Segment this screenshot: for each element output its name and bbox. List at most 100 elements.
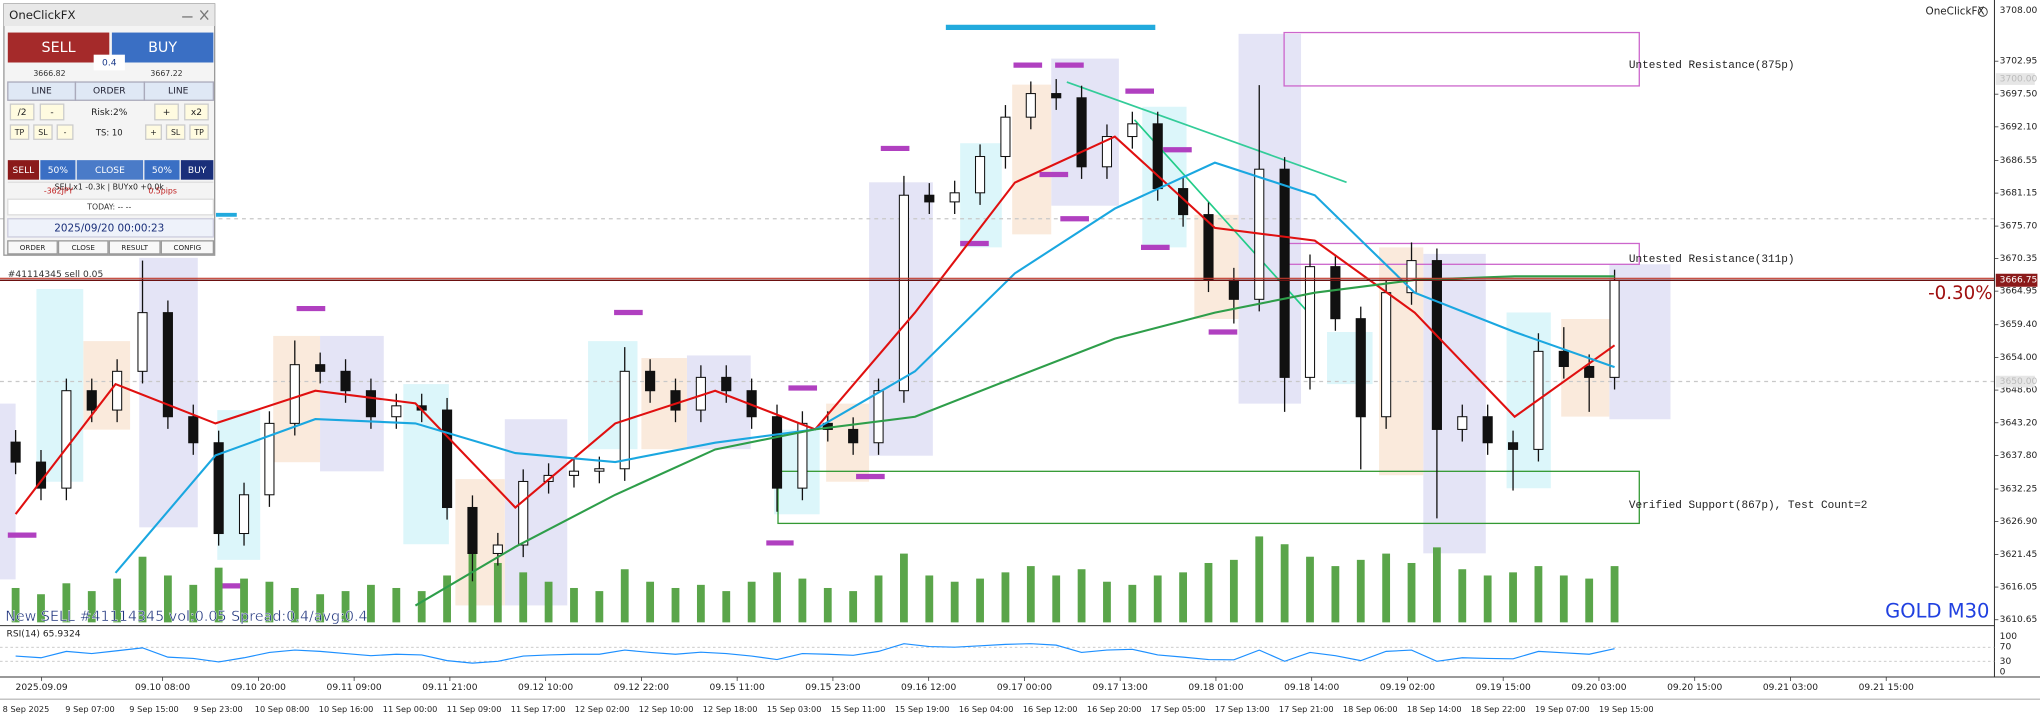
candle-body (518, 480, 529, 546)
candle-body (340, 370, 351, 392)
sell-button[interactable] (7, 32, 110, 63)
candle-body (1558, 350, 1569, 368)
moving-average (114, 161, 1615, 574)
candle-body (315, 364, 326, 372)
price-tick-label: 3654.00 (2000, 353, 2038, 363)
candle-body (442, 409, 453, 509)
volume-bar (1331, 566, 1340, 623)
double-button[interactable] (184, 103, 209, 121)
volume-bar (747, 581, 756, 623)
order-label: ORDER (93, 87, 126, 97)
volume-bar (1433, 547, 1441, 623)
time-label: 11 Sep 17:00 (511, 704, 566, 714)
price-top-label: 3708.00 (2000, 6, 2038, 16)
date-label: 09.17 00:00 (997, 683, 1052, 693)
sell-all-button[interactable] (7, 160, 40, 180)
minus-button[interactable] (39, 103, 65, 121)
volume-bar (1382, 553, 1391, 623)
close-button[interactable] (199, 9, 209, 20)
candle-body (898, 194, 909, 392)
tp-button[interactable] (189, 124, 209, 140)
volume-bar (570, 587, 578, 623)
zone-label: Untested Resistance(875p) (1629, 60, 1795, 72)
half-sell-button[interactable] (40, 160, 76, 180)
ts-plus-button[interactable] (145, 124, 162, 140)
time-label: 12 Sep 18:00 (703, 704, 758, 714)
volume-bar (341, 591, 350, 623)
price-tick-label: 3702.95 (2000, 57, 2038, 67)
plus-button[interactable] (154, 103, 179, 121)
time-label: 16 Sep 04:00 (959, 704, 1014, 714)
time-label: 17 Sep 05:00 (1151, 704, 1206, 714)
half-button[interactable] (9, 103, 35, 121)
ts-minus: - (64, 128, 67, 137)
rsi-label: RSI(14) 65.9324 (7, 630, 81, 640)
volume-bar (544, 581, 553, 623)
price-tick-label: 3632.25 (2000, 485, 2038, 495)
half-buy: 50% (152, 166, 173, 176)
bid-price: 3666.82 (33, 69, 65, 78)
volume-bar (443, 575, 451, 623)
close-all-button[interactable] (76, 160, 144, 180)
time-label: 18 Sep 22:00 (1471, 704, 1526, 714)
candle-body (1482, 416, 1493, 444)
time-label: 19 Sep 15:00 (1599, 704, 1654, 714)
positions: SELLx1 -0.3k | BUYx0 +0.0k (55, 182, 165, 191)
volume-bar (1052, 575, 1061, 623)
today-row (7, 198, 215, 216)
tab-label: CONFIG (174, 243, 202, 252)
sl-button[interactable] (165, 124, 186, 140)
buy-all-button[interactable] (180, 160, 214, 180)
date-label: 09.20 03:00 (1571, 683, 1626, 693)
volume-bar (1407, 562, 1416, 623)
tp-button[interactable] (9, 124, 30, 140)
volume-bar (367, 584, 375, 623)
candle-body (1406, 260, 1417, 294)
date-label: 09.19 02:00 (1380, 683, 1435, 693)
line-button[interactable] (143, 81, 215, 101)
volume-bar (1610, 566, 1619, 623)
price-tag-label: 3650.00 (2000, 377, 2038, 387)
tab[interactable] (7, 240, 58, 255)
buy-label: BUY (148, 40, 177, 56)
current-price-tag (1995, 273, 2038, 287)
candle-body (264, 422, 275, 496)
price-tick-label: 3664.95 (2000, 287, 2038, 297)
time-label: 11 Sep 00:00 (383, 704, 438, 714)
buy-button[interactable] (111, 32, 214, 63)
plus: + (163, 108, 171, 118)
markers (7, 24, 1238, 589)
price-tick-label: 3670.35 (2000, 254, 2038, 264)
volume-bar (671, 587, 680, 623)
tp: TP (14, 128, 25, 137)
volume-bar (798, 578, 807, 623)
candle-body (10, 441, 21, 463)
time-label: 9 Sep 07:00 (65, 704, 114, 714)
half-buy-button[interactable] (144, 160, 180, 180)
ts-minus-button[interactable] (56, 124, 74, 140)
line-left: LINE (31, 87, 52, 97)
session-boxes (0, 33, 1671, 606)
sl: SL (171, 128, 181, 137)
tab[interactable] (57, 240, 109, 255)
volume-bar (417, 591, 426, 623)
time-label: 8 Sep 2025 (3, 704, 50, 714)
candle-body (1228, 279, 1239, 300)
price-tick-label: 3675.70 (2000, 222, 2038, 232)
tab[interactable] (160, 240, 215, 255)
time-label: 15 Sep 03:00 (767, 704, 822, 714)
volume-bar (37, 594, 45, 623)
sl-button[interactable] (33, 124, 53, 140)
half-sell: 50% (48, 166, 69, 176)
candle-body (1507, 442, 1519, 450)
tab[interactable] (108, 240, 161, 255)
volume-bar (62, 583, 71, 623)
symbol: GOLD M30 (1885, 599, 1989, 622)
rsi-tick-label: 0 (2000, 667, 2006, 677)
volume-bar (1534, 566, 1543, 623)
tp: TP (193, 128, 204, 137)
tab-label: CLOSE (72, 243, 96, 252)
order-label: #41114345 sell 0.05 (8, 270, 103, 280)
time-label: 10 Sep 08:00 (255, 704, 310, 714)
